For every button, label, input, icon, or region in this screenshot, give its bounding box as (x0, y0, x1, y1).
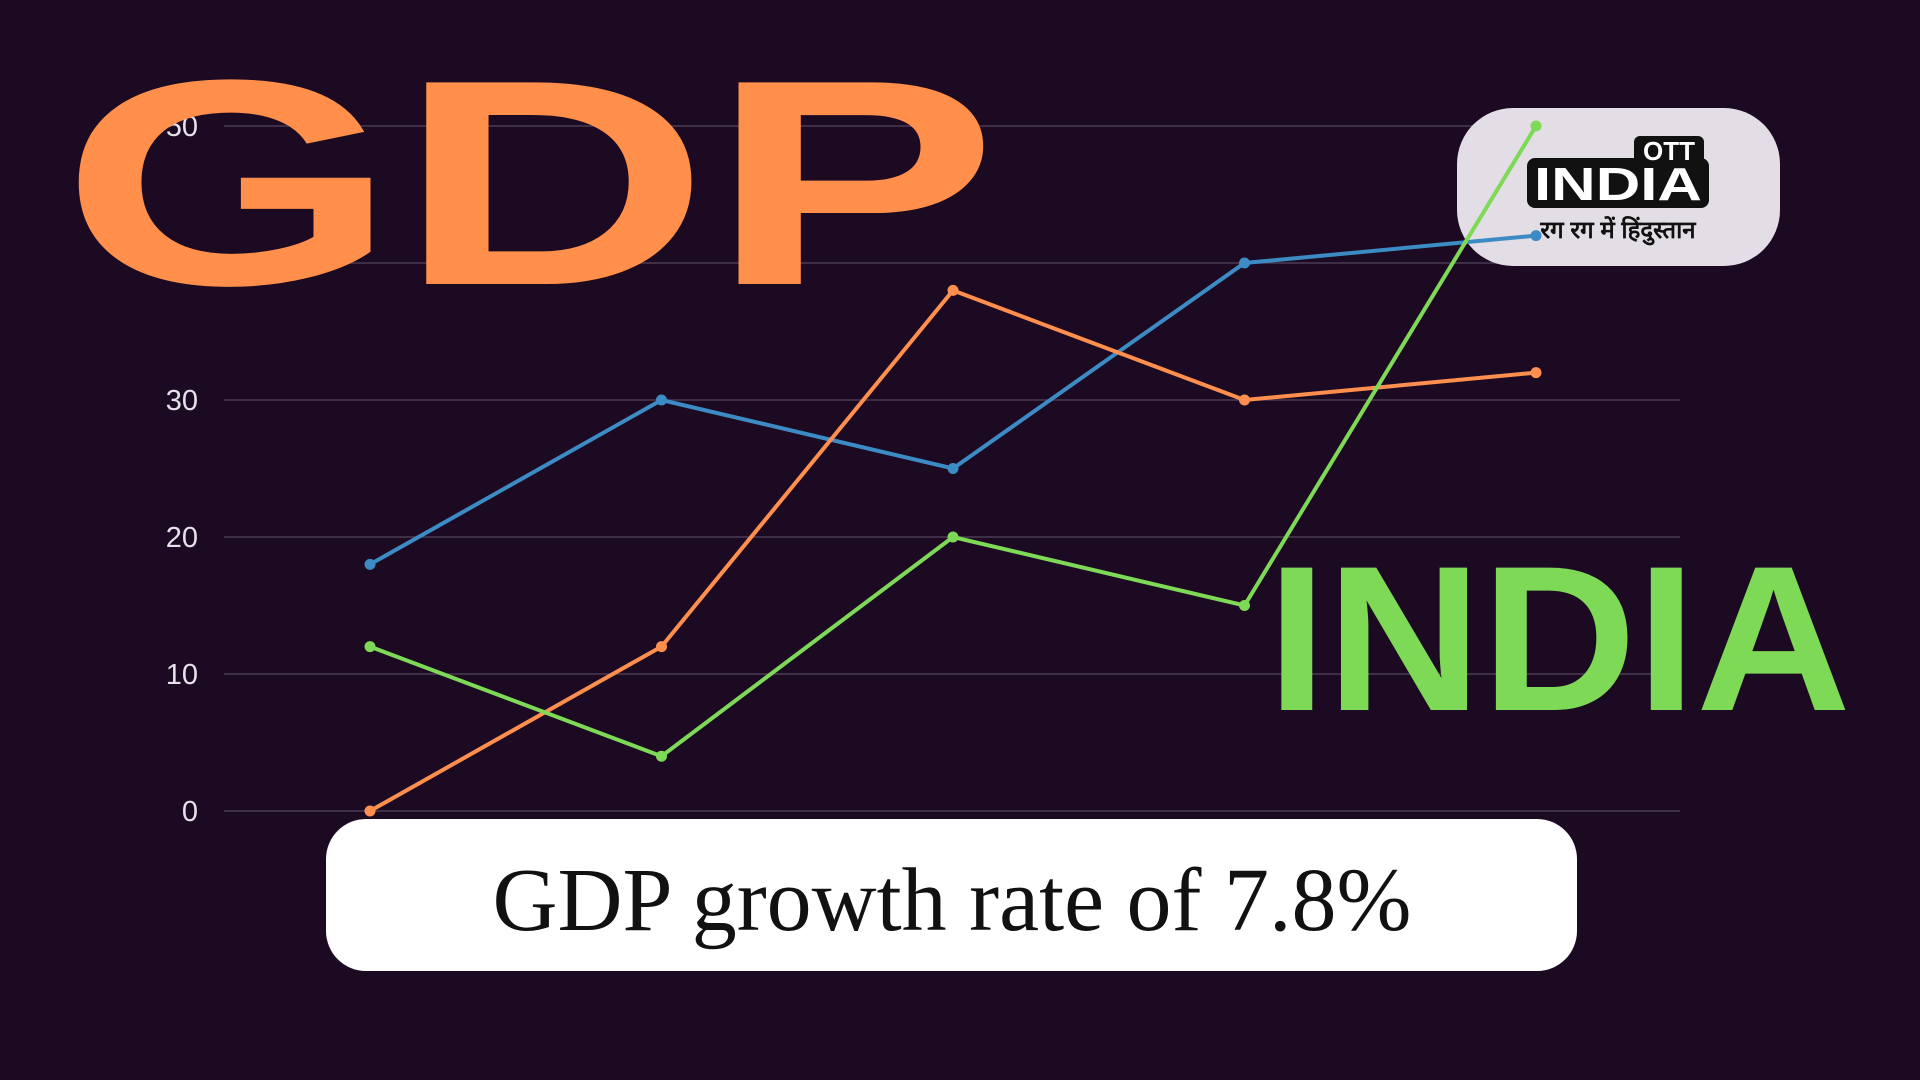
logo-tagline: रग रग में हिंदुस्तान (1539, 216, 1697, 246)
y-tick-label: 40 (166, 248, 198, 280)
point (364, 805, 376, 817)
y-tick-label: 50 (166, 111, 198, 143)
point (1239, 600, 1250, 611)
chart-title: GDP (61, 20, 998, 347)
caption: GDP growth rate of 7.8% (493, 851, 1412, 950)
point (947, 463, 959, 474)
logo-plate (1527, 158, 1709, 208)
logo: INDIA OTT रग रग में हिंदुस्तान (1457, 108, 1780, 266)
logo-badge-bg (1634, 136, 1704, 164)
point (1239, 257, 1250, 269)
point (1530, 120, 1542, 132)
y-tick-label: 30 (166, 385, 198, 417)
caption-box (326, 819, 1577, 971)
annotation: INDIA (1267, 523, 1851, 754)
logo-name: INDIA (1534, 158, 1702, 210)
point (364, 641, 376, 653)
point (1239, 394, 1250, 406)
lines (364, 120, 1542, 817)
y-tick-label: 10 (166, 659, 198, 691)
point (947, 531, 959, 543)
point (1530, 230, 1542, 242)
point (1530, 367, 1542, 379)
point (947, 284, 959, 296)
logo-badge: OTT (1643, 136, 1695, 166)
point (656, 394, 667, 406)
y-tick-label: 20 (166, 522, 198, 554)
point (364, 558, 376, 570)
point (656, 641, 667, 653)
point (656, 750, 667, 762)
y-tick-label: 0 (182, 796, 198, 828)
